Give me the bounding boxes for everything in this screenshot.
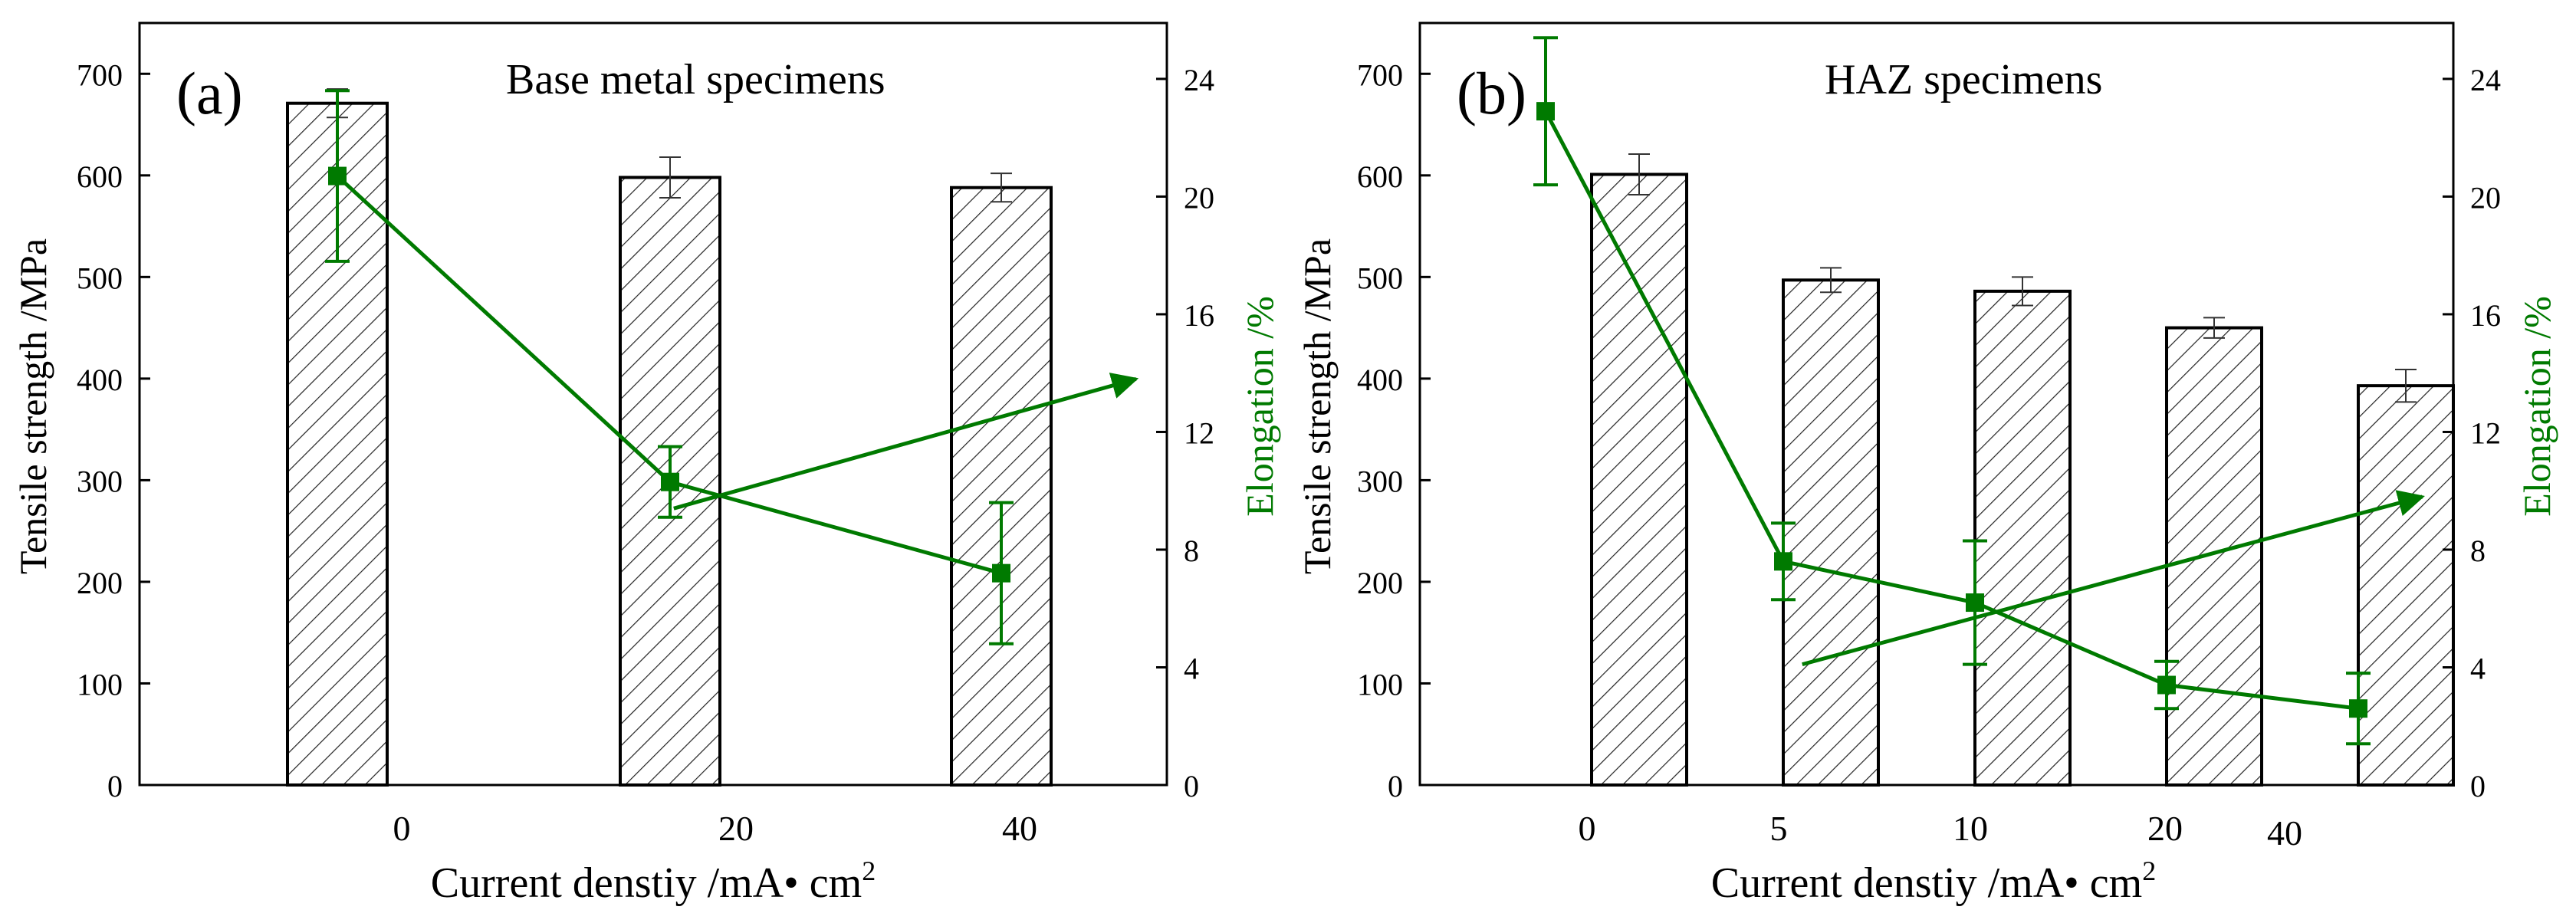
x-tick-label: 40 — [1002, 809, 1037, 848]
panel-a: 0 100 200 300 400 500 600 700 0 4 8 12 16 20 24 0 20 40 (… — [12, 21, 1281, 907]
panel-a-xlabel-main: Current denstiy /mA• cm — [431, 859, 862, 907]
y-tick-label: 200 — [1357, 566, 1403, 600]
y-tick-label: 400 — [77, 363, 123, 397]
y2-tick-label: 4 — [1184, 651, 1199, 685]
y-tick-label: 200 — [77, 566, 123, 600]
panel-b-title: HAZ specimens — [1825, 56, 2102, 103]
y-tick-label: 300 — [77, 464, 123, 498]
y-tick-label: 100 — [1357, 667, 1403, 701]
bar-0 — [1590, 172, 1688, 787]
plot-frame — [138, 21, 1168, 787]
bar-error-40 — [991, 172, 1012, 203]
y-tick-label: 500 — [1357, 261, 1403, 295]
panel-a-label: (a) — [176, 60, 243, 126]
x-tick-label: 0 — [393, 809, 411, 848]
x-tick-label: 0 — [1579, 809, 1596, 848]
panel-b-elongation-line — [1533, 36, 2371, 746]
y-tick-label: 500 — [77, 261, 123, 295]
arrow-0 — [673, 373, 1139, 511]
panel-b-axes: 0 100 200 300 400 500 600 700 0 4 8 12 16 20 24 0 5 10 20 4… — [1357, 21, 2501, 852]
elongation-point-10 — [1963, 539, 1987, 666]
elongation-point-40 — [989, 501, 1014, 645]
panel-b-bars — [1590, 172, 2455, 787]
bar-error-10 — [2012, 276, 2033, 307]
panel-b: 0 100 200 300 400 500 600 700 0 4 8 12 16 20 24 0 5 10 20 4… — [1296, 21, 2558, 907]
y-tick-label: 600 — [1357, 159, 1403, 194]
bar-error-20 — [659, 156, 681, 199]
panel-a-annotation-arrow — [673, 373, 1139, 511]
panel-b-xlabel: Current denstiy /mA• cm2 — [1711, 856, 2156, 907]
panel-a-bar-errors — [327, 88, 1012, 203]
arrow-0 — [1802, 490, 2425, 667]
y2-tick-label: 20 — [2470, 180, 2501, 215]
panel-b-ylabel: Tensile strength /MPa — [1296, 238, 1339, 574]
panel-a-ylabel: Tensile strength /MPa — [12, 238, 54, 574]
panel-a-elongation-line — [325, 89, 1014, 645]
bar-error-40 — [2395, 368, 2417, 403]
y-tick-label: 700 — [77, 57, 123, 92]
y-tick-label: 0 — [107, 769, 123, 803]
elongation-point-5 — [1771, 521, 1796, 602]
y2-tick-label: 16 — [1184, 298, 1214, 333]
bar-10 — [1973, 289, 2072, 787]
elongation-point-0 — [1533, 36, 1558, 187]
y2-tick-label: 8 — [2470, 534, 2486, 568]
panel-a-title: Base metal specimens — [506, 56, 886, 103]
x-tick-label: 40 — [2267, 813, 2302, 852]
panel-b-xlabel-sup: 2 — [2142, 856, 2156, 886]
panel-a-xlabel-sup: 2 — [862, 856, 876, 886]
y2-tick-label: 24 — [1184, 63, 1214, 97]
elongation-point-0 — [325, 89, 350, 263]
panel-a-bars — [286, 101, 1053, 787]
y2-tick-label: 0 — [1184, 769, 1199, 803]
y-tick-label: 700 — [1357, 57, 1403, 92]
y2-tick-label: 24 — [2470, 63, 2501, 97]
y2-tick-label: 12 — [2470, 416, 2501, 450]
y2-tick-label: 8 — [1184, 534, 1199, 568]
elongation-point-20 — [2154, 659, 2179, 711]
y-tick-label: 600 — [77, 159, 123, 194]
bar-20 — [2165, 326, 2263, 787]
panel-b-y2label: Elongation /% — [2515, 296, 2558, 516]
y2-tick-label: 4 — [2470, 651, 2486, 685]
plot-frame — [1418, 21, 2455, 787]
x-tick-label: 20 — [2147, 809, 2183, 848]
elongation-point-20 — [658, 445, 682, 519]
y2-tick-label: 16 — [2470, 298, 2501, 333]
panel-a-xlabel: Current denstiy /mA• cm2 — [431, 856, 876, 907]
bar-error-5 — [1820, 267, 1842, 294]
panel-b-annotation-arrow — [1802, 490, 2425, 667]
panel-b-xlabel-main: Current denstiy /mA• cm — [1711, 859, 2142, 907]
panel-b-label: (b) — [1457, 60, 1526, 126]
x-tick-label: 10 — [1953, 809, 1988, 848]
bar-40 — [950, 186, 1053, 787]
y2-tick-label: 20 — [1184, 180, 1214, 215]
panel-a-y2label: Elongation /% — [1238, 296, 1281, 516]
x-tick-label: 5 — [1770, 809, 1788, 848]
bar-error-20 — [2203, 317, 2225, 339]
y-tick-label: 400 — [1357, 363, 1403, 397]
y2-tick-label: 12 — [1184, 416, 1214, 450]
elongation-point-40 — [2346, 672, 2371, 746]
bar-error-0 — [1628, 153, 1650, 195]
bar-5 — [1782, 278, 1880, 787]
bar-40 — [2357, 384, 2455, 787]
y-tick-label: 100 — [77, 667, 123, 701]
y-tick-label: 300 — [1357, 464, 1403, 498]
y-tick-label: 0 — [1388, 769, 1403, 803]
x-tick-label: 20 — [718, 809, 754, 848]
panel-a-axes: 0 100 200 300 400 500 600 700 0 4 8 12 16 20 24 0 20 40 — [77, 21, 1214, 848]
panel-b-bar-errors — [1628, 153, 2417, 403]
y2-tick-label: 0 — [2470, 769, 2486, 803]
